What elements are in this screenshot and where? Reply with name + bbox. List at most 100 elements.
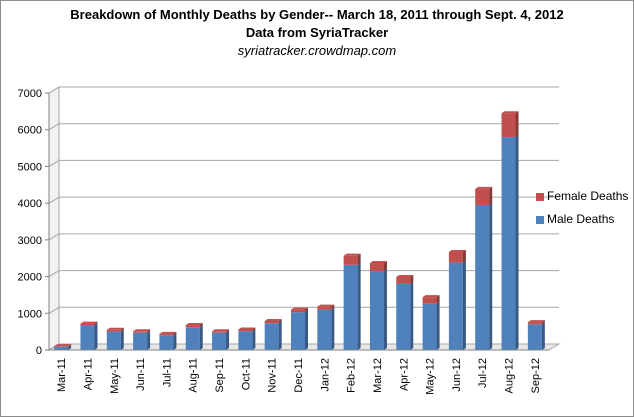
bar-male (527, 324, 542, 350)
bar-female-side (489, 186, 493, 205)
bar-top (448, 249, 466, 252)
chart-title: Breakdown of Monthly Deaths by Gender-- … (70, 7, 564, 22)
bar-male (396, 283, 411, 350)
y-tick-label: 4000 (18, 198, 42, 210)
bar-female (343, 255, 358, 265)
bar-male-side (541, 322, 545, 350)
bar-male-side (226, 330, 230, 350)
bar-female-side (357, 253, 361, 265)
bar-male (212, 332, 227, 350)
x-tick-label: May-11 (109, 358, 121, 394)
bar-top (159, 331, 177, 334)
y-tick-label: 1000 (18, 308, 42, 320)
chart-subtitle: Data from SyriaTracker (245, 25, 389, 40)
bar-male (343, 264, 358, 350)
bar-female-side (331, 304, 335, 310)
x-tick-label: Jul-11 (161, 358, 173, 387)
y-tick-label: 3000 (18, 235, 42, 247)
y-tick-label: 2000 (18, 272, 42, 284)
bar-top (238, 327, 256, 330)
bar-top (291, 307, 308, 310)
bar-top (133, 329, 151, 332)
x-tick-label: Nov-11 (267, 358, 279, 393)
bar-female (238, 329, 253, 332)
bar-female (527, 322, 542, 325)
bar-female (501, 113, 516, 138)
bar-female-side (94, 321, 98, 326)
bar-male-side (410, 281, 414, 350)
bar-female (475, 188, 490, 205)
bar-male-side (489, 202, 493, 350)
bar-male (369, 271, 384, 350)
bar-male (422, 303, 437, 350)
bar-female (422, 297, 437, 304)
bar-female-side (199, 323, 203, 328)
bar-female-side (383, 260, 387, 272)
gridline-depth (48, 270, 60, 278)
x-tick-label: Aug-11 (188, 358, 200, 393)
bar-male-side (173, 333, 177, 350)
bar-female (369, 262, 384, 272)
bar-male (317, 309, 332, 350)
bar-male-side (252, 329, 256, 350)
bar-male (133, 332, 148, 350)
bar-top (501, 111, 519, 114)
x-tick-label: Apr-11 (82, 358, 94, 390)
bar-male (291, 312, 305, 350)
x-tick-label: Apr-12 (398, 358, 410, 391)
legend-swatch-female (536, 193, 544, 201)
bar-female (264, 320, 279, 324)
bar-male-side (94, 323, 98, 350)
gridline-depth (48, 159, 60, 167)
bar-female-side (541, 320, 545, 325)
x-tick-label: Mar-11 (56, 358, 68, 392)
bar-male-side (383, 269, 387, 350)
bar-male (264, 323, 279, 350)
bar-female (448, 251, 463, 263)
legend-label-male: Male Deaths (547, 212, 615, 226)
chart-source: syriatracker.crowdmap.com (237, 43, 397, 58)
legend-label-female: Female Deaths (547, 189, 629, 203)
bar-female (396, 276, 411, 284)
bar-top (212, 329, 230, 332)
bar-female-side (147, 329, 151, 333)
bar-male (54, 346, 69, 350)
bar-female (291, 309, 305, 313)
bar-male-side (515, 135, 519, 350)
bar-top (317, 304, 335, 307)
bar-male-side (462, 260, 466, 350)
bar-female-side (410, 274, 414, 284)
bar-top (54, 344, 72, 347)
bar-female-side (226, 329, 230, 333)
gridline-depth (48, 233, 60, 241)
x-tick-label: Sep-11 (214, 358, 226, 393)
bar-male-side (436, 301, 440, 350)
x-tick-label: Dec-11 (293, 358, 305, 393)
bar-female (54, 346, 69, 347)
bar-female (133, 331, 148, 333)
bar-male-side (305, 310, 308, 350)
bar-female-side (278, 318, 282, 324)
gridline-depth (48, 306, 60, 314)
x-tick-label: Jun-12 (451, 358, 463, 392)
bar-male (80, 325, 95, 350)
bar-male-side (120, 329, 124, 350)
x-tick-label: Sep-12 (530, 358, 542, 393)
bar-female (212, 331, 227, 333)
bar-top (264, 318, 282, 321)
bar-top (396, 274, 414, 277)
y-tick-label: 7000 (18, 88, 42, 100)
bar-male (501, 137, 516, 350)
legend-swatch-male (536, 216, 544, 224)
bar-female-side (436, 295, 440, 304)
x-tick-label: Oct-11 (240, 358, 252, 390)
bar-male (159, 335, 174, 350)
gridline-depth (48, 196, 60, 204)
y-tick-label: 5000 (18, 161, 42, 173)
bar-male-side (199, 325, 203, 350)
bar-female-side (305, 307, 308, 313)
bar-female-side (120, 327, 124, 332)
bar-top (343, 253, 361, 256)
